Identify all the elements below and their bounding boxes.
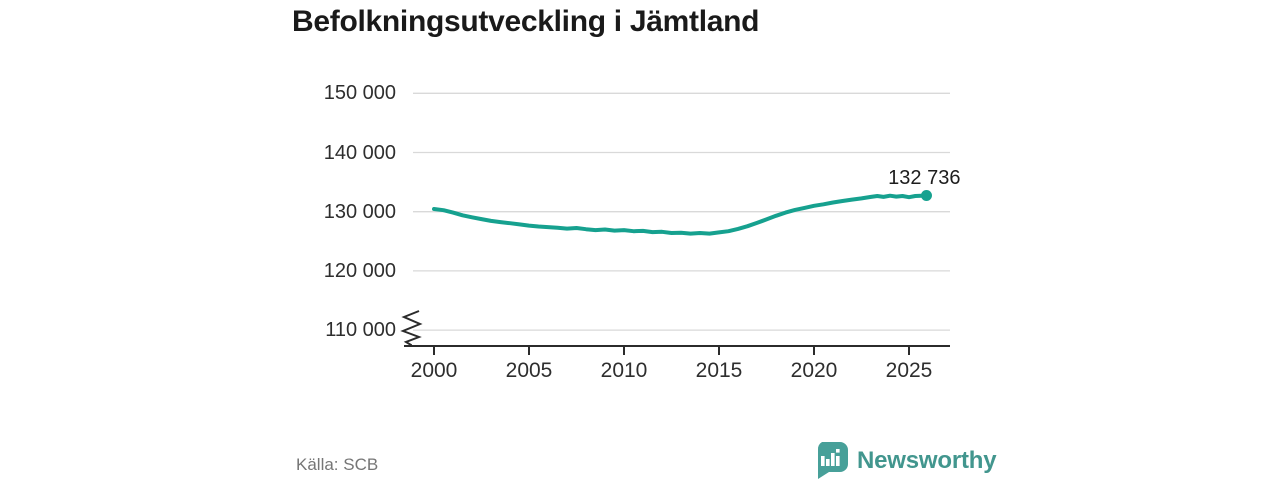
source-note: Källa: SCB xyxy=(296,455,379,474)
x-axis-ticks xyxy=(433,346,910,355)
axis-break-icon xyxy=(400,310,423,347)
page-title: Befolkningsutveckling i Jämtland xyxy=(292,5,760,38)
brand-name: Newsworthy xyxy=(857,447,997,474)
y-tick-label: 150 000 xyxy=(323,82,396,105)
x-tick-label: 2015 xyxy=(695,359,743,382)
newsworthy-logo-icon xyxy=(817,442,848,479)
end-point-marker xyxy=(920,190,932,202)
x-tick-label: 2025 xyxy=(885,359,933,382)
x-axis xyxy=(400,310,950,355)
x-tick-label: 2010 xyxy=(600,359,648,382)
latest-value-label: 132 736 xyxy=(888,166,961,189)
x-tick-label: 2020 xyxy=(790,359,838,382)
y-tick-label: 130 000 xyxy=(323,200,396,223)
x-tick-label: 2005 xyxy=(505,359,553,382)
brand-footer: Newsworthy xyxy=(812,441,997,479)
population-line xyxy=(432,193,929,236)
x-tick-label: 2000 xyxy=(410,359,458,382)
y-tick-label: 110 000 xyxy=(325,319,396,342)
plot-gridlines xyxy=(413,92,950,331)
y-tick-label: 140 000 xyxy=(323,141,396,164)
y-tick-label: 120 000 xyxy=(323,259,396,282)
